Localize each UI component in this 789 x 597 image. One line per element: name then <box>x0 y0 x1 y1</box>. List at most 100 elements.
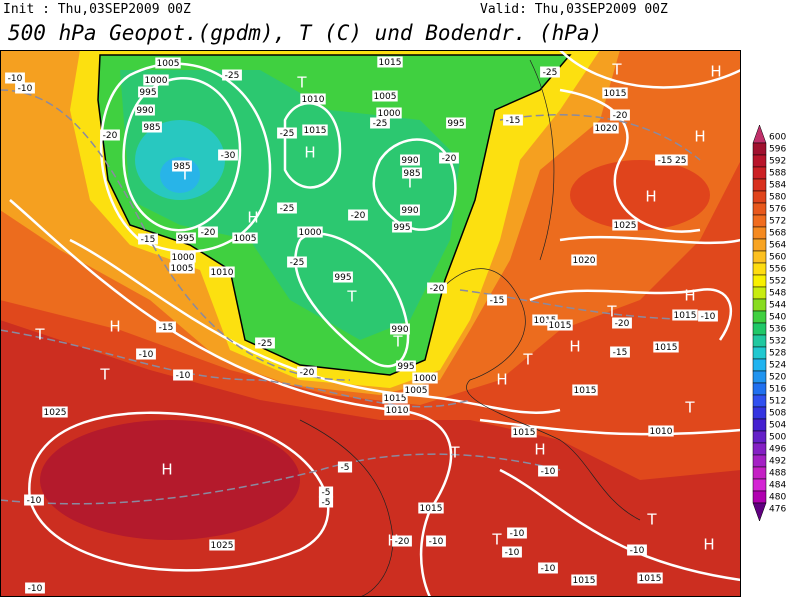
contour-label: -15 <box>506 116 521 126</box>
label-box <box>507 527 527 539</box>
label-box <box>222 69 242 81</box>
label-box <box>287 256 307 268</box>
map-title: 500 hPa Geopot.(gpdm), T (C) und Bodendr… <box>8 21 602 45</box>
contour-label: 1015 <box>674 311 697 321</box>
contour-label: -10 <box>18 84 33 94</box>
contour-label: -10 <box>429 537 444 547</box>
pressure-center: T <box>346 288 357 306</box>
contour-label: -15 <box>658 156 673 166</box>
colorbar-swatch <box>752 394 767 408</box>
label-box <box>538 562 558 574</box>
colorbar-label: 552 <box>769 277 786 287</box>
label-box <box>156 321 176 333</box>
label-box <box>427 282 447 294</box>
label-box <box>400 154 420 166</box>
contour-label: 1000 <box>414 374 437 384</box>
colorbar-swatch <box>752 310 767 324</box>
contour-label: -10 <box>510 529 525 539</box>
colorbar-swatch <box>752 142 767 156</box>
label-box <box>135 104 155 116</box>
contour-label: -10 <box>630 546 645 556</box>
contour-label: -30 <box>221 151 236 161</box>
label-box <box>593 122 619 134</box>
label-box <box>637 572 663 584</box>
colorbar-swatch <box>752 406 767 420</box>
pressure-center: H <box>534 441 545 459</box>
contour-label: 985 <box>143 123 160 133</box>
label-box <box>170 251 196 263</box>
contour-label: 1005 <box>234 234 257 244</box>
colorbar-swatch <box>752 154 767 168</box>
init-time: Init : Thu,03SEP2009 00Z <box>3 2 191 17</box>
colorbar-label: 504 <box>769 421 786 431</box>
contour-label: 995 <box>334 273 351 283</box>
contour-label: 1010 <box>302 95 325 105</box>
contour-label: -15 <box>490 296 505 306</box>
label-box <box>155 57 181 69</box>
label-box <box>302 124 328 136</box>
colorbar-label: 524 <box>769 361 786 371</box>
colorbar: 600 596 592 588 584 580 576 572 568 564 560 556 552 5… <box>752 124 786 522</box>
contour-label: 995 <box>393 223 410 233</box>
label-box <box>511 426 537 438</box>
colorbar-label: 548 <box>769 289 786 299</box>
label-box <box>610 109 630 121</box>
contour-label: 1015 <box>534 316 557 326</box>
contour-label: -25 <box>543 68 558 78</box>
pressure-center: H <box>161 461 172 479</box>
label-box <box>418 502 444 514</box>
label-box <box>547 319 573 331</box>
contour-label: 1010 <box>211 268 234 278</box>
label-box <box>390 323 410 335</box>
colorbar-swatch <box>752 442 767 456</box>
contour-label: -25 <box>290 258 305 268</box>
contour-label: 1025 <box>614 221 637 231</box>
coastlines <box>299 59 641 597</box>
pressure-center: H <box>569 338 580 356</box>
label-box <box>348 209 368 221</box>
colorbar-swatch <box>752 166 767 180</box>
label-box <box>648 425 674 437</box>
contour-label: -10 <box>28 584 43 594</box>
contour-label: 1025 <box>211 541 234 551</box>
colorbar-label: 556 <box>769 265 786 275</box>
label-box <box>138 86 158 98</box>
label-box <box>382 392 408 404</box>
colorbar-swatch <box>752 346 767 360</box>
label-box <box>136 348 156 360</box>
label-box <box>655 154 675 166</box>
contour-label: 1015 <box>655 343 678 353</box>
label-box <box>446 117 466 129</box>
label-box <box>297 366 317 378</box>
label-box <box>384 404 410 416</box>
map-area <box>0 50 741 597</box>
label-box <box>503 114 523 126</box>
contour-label: -5 <box>341 463 350 473</box>
label-box <box>232 232 258 244</box>
label-box <box>142 121 162 133</box>
pressure-center: H <box>247 209 258 227</box>
pressure-center: T <box>646 511 657 529</box>
label-box <box>169 262 195 274</box>
colorbar-swatch <box>752 202 767 216</box>
contour-label: -15 <box>159 323 174 333</box>
label-box <box>173 369 193 381</box>
colorbar-swatch <box>752 298 767 312</box>
colorbar-label: 528 <box>769 349 786 359</box>
label-box <box>662 154 688 166</box>
colorbar-label: 588 <box>769 169 786 179</box>
contour-label: -15 <box>141 235 156 245</box>
colorbar-label: 484 <box>769 481 786 491</box>
colorbar-swatch <box>752 370 767 384</box>
pressure-center: H <box>109 318 120 336</box>
contour-label: -10 <box>8 74 23 84</box>
colorbar-label: 592 <box>769 157 786 167</box>
colorbar-swatch <box>752 382 767 396</box>
label-box <box>571 574 597 586</box>
label-box <box>143 74 169 86</box>
contour-label: -20 <box>201 228 216 238</box>
colorbar-label: 564 <box>769 241 786 251</box>
contour-label: -10 <box>541 467 556 477</box>
colorbar-label: 532 <box>769 337 786 347</box>
